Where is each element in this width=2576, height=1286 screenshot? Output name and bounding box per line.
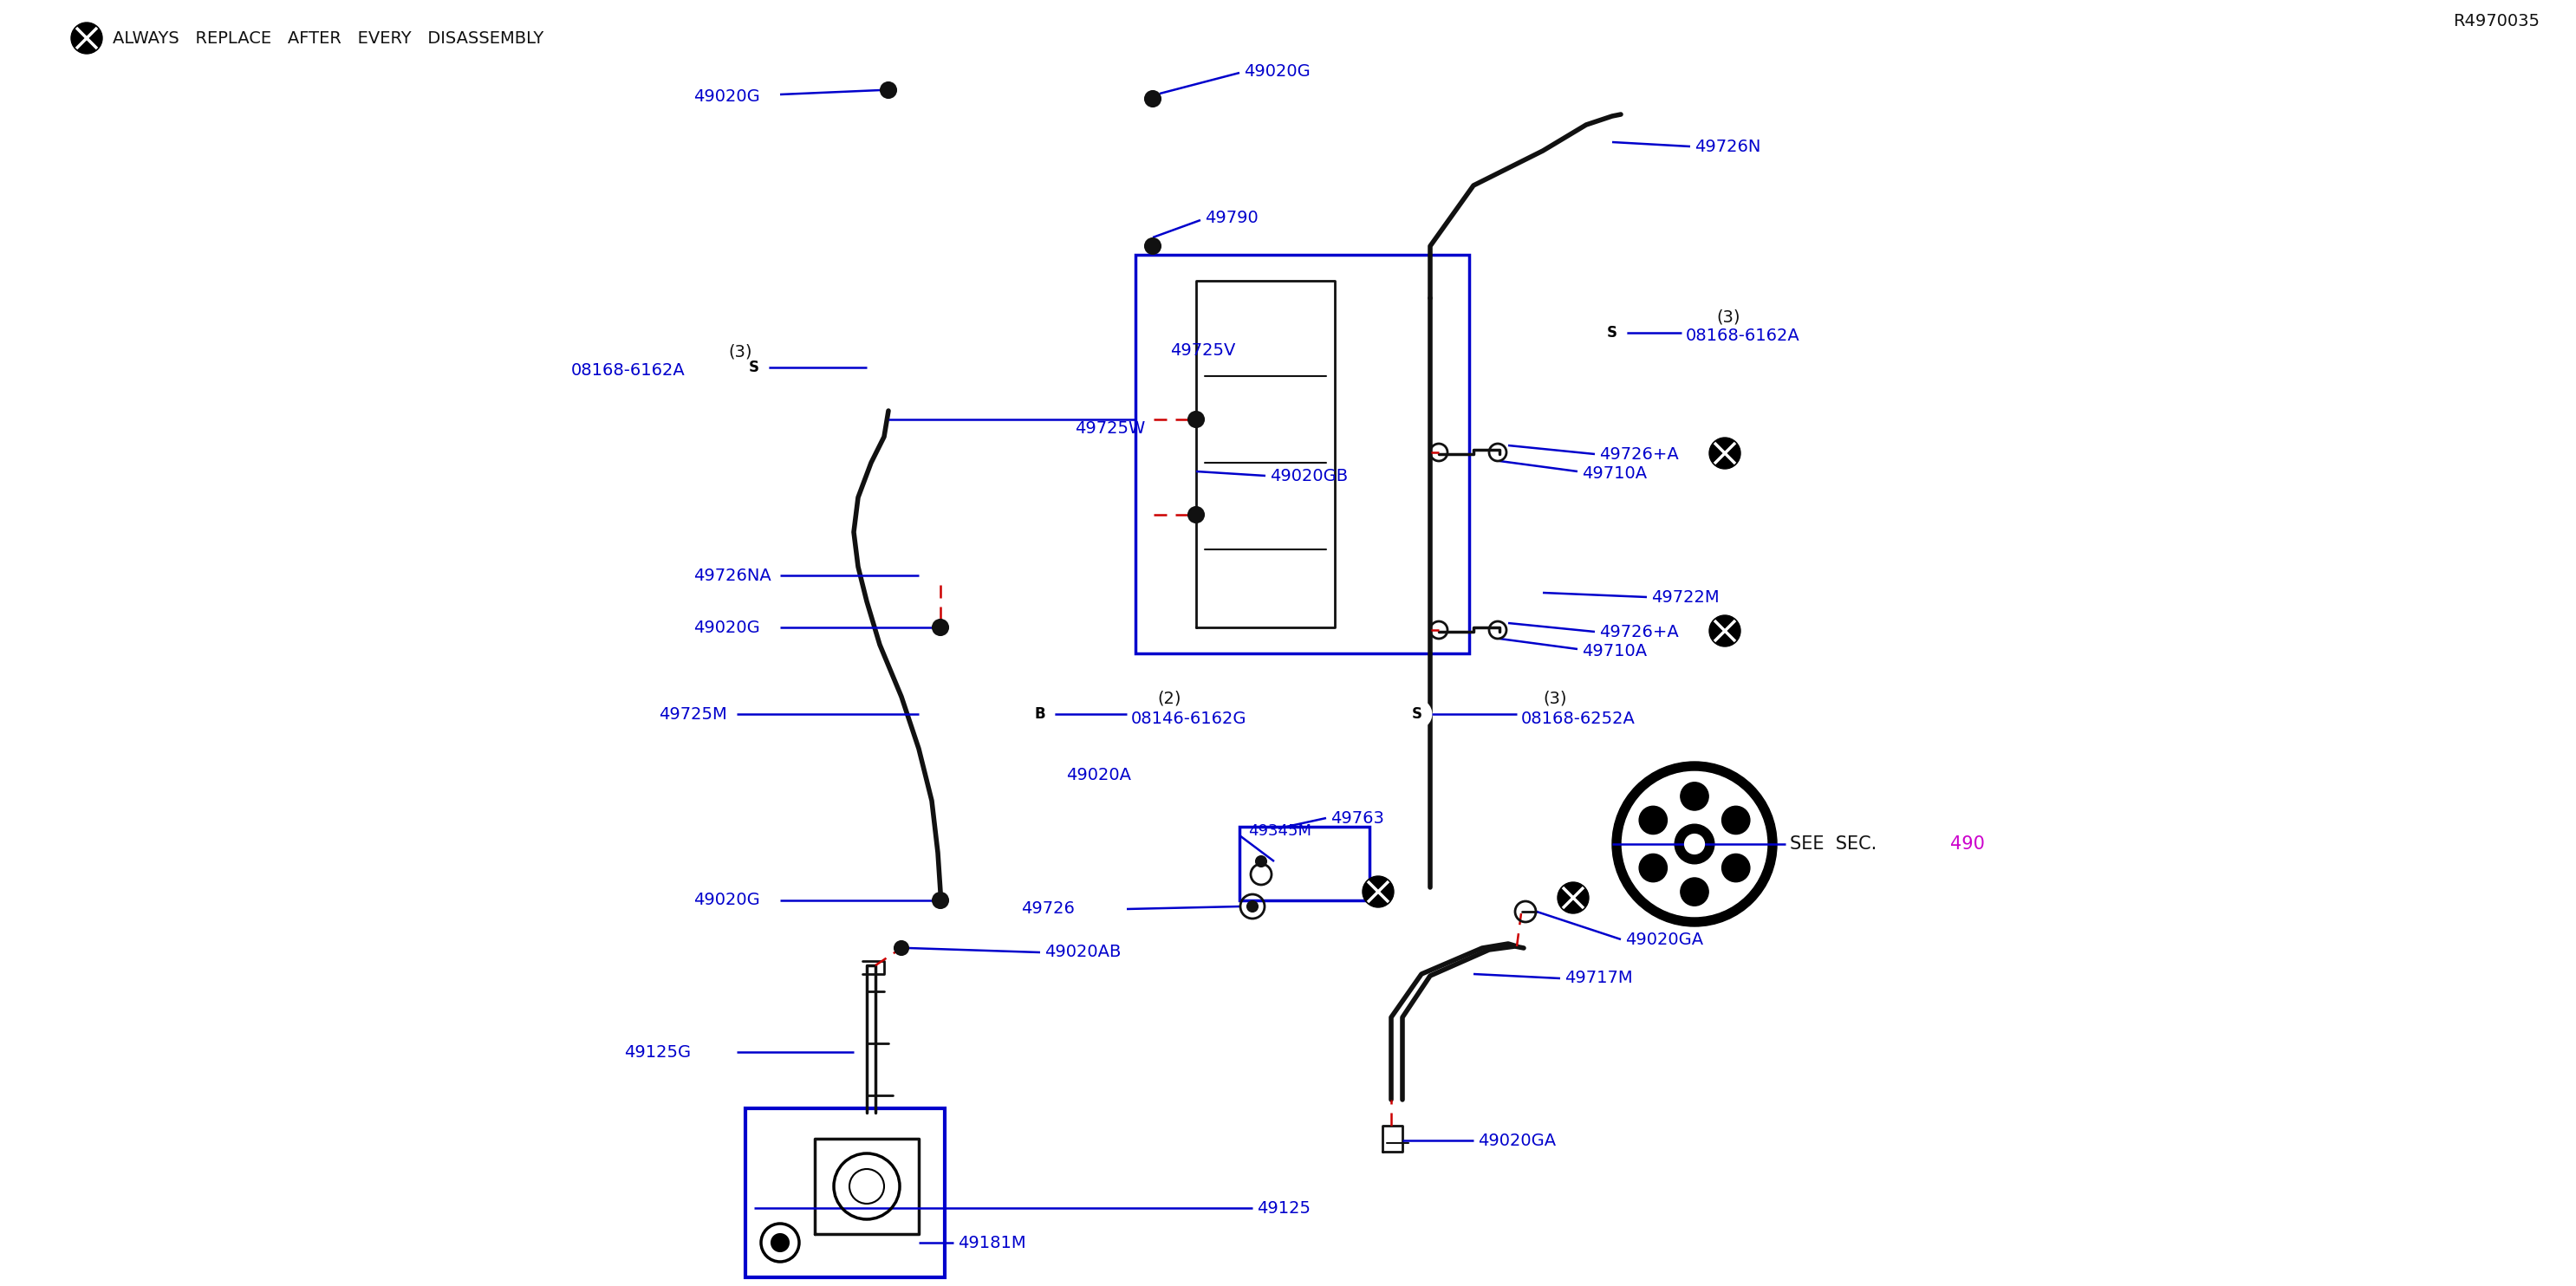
Text: 49763: 49763 (1329, 810, 1383, 827)
Text: (2): (2) (1157, 691, 1180, 707)
Circle shape (1144, 238, 1162, 253)
Circle shape (1144, 91, 1162, 107)
Circle shape (739, 354, 768, 381)
Circle shape (1623, 772, 1767, 917)
Text: R4970035: R4970035 (2452, 13, 2540, 30)
Circle shape (1710, 437, 1741, 469)
Circle shape (1558, 882, 1589, 913)
Text: 49125G: 49125G (623, 1044, 690, 1060)
Text: B: B (1036, 706, 1046, 721)
Text: 49710A: 49710A (1582, 466, 1646, 481)
Text: 49726N: 49726N (1695, 138, 1762, 154)
Circle shape (1025, 700, 1054, 728)
Text: 49020G: 49020G (693, 619, 760, 635)
Text: SEE  SEC.: SEE SEC. (1790, 836, 1878, 853)
Text: 49020GB: 49020GB (1270, 468, 1347, 484)
Circle shape (1597, 319, 1625, 347)
Text: 49726+A: 49726+A (1600, 624, 1680, 640)
Text: 49181M: 49181M (958, 1235, 1025, 1251)
Circle shape (1721, 806, 1749, 835)
Text: 49726: 49726 (1020, 900, 1074, 917)
Text: 49722M: 49722M (1651, 589, 1718, 606)
Text: (3): (3) (1716, 309, 1739, 325)
Text: 08168-6252A: 08168-6252A (1522, 710, 1636, 727)
Circle shape (1721, 854, 1749, 882)
Text: 49726NA: 49726NA (693, 567, 770, 584)
Bar (1136, 255, 1468, 653)
Circle shape (1680, 782, 1708, 810)
Text: 49020A: 49020A (1066, 766, 1131, 783)
Bar (744, 1109, 945, 1277)
Circle shape (933, 892, 948, 908)
Text: 49020G: 49020G (1244, 63, 1311, 80)
Text: S: S (1607, 325, 1618, 341)
Text: 08168-6162A: 08168-6162A (1685, 327, 1801, 343)
Text: 49726+A: 49726+A (1600, 446, 1680, 463)
Text: 49020G: 49020G (693, 892, 760, 909)
Circle shape (1613, 761, 1777, 926)
Circle shape (1685, 835, 1705, 854)
Text: S: S (750, 360, 760, 376)
Text: ALWAYS   REPLACE   AFTER   EVERY   DISASSEMBLY: ALWAYS REPLACE AFTER EVERY DISASSEMBLY (113, 30, 544, 46)
Text: 49020G: 49020G (693, 87, 760, 104)
Circle shape (881, 82, 896, 98)
Circle shape (1247, 901, 1257, 912)
Text: S: S (1412, 706, 1422, 721)
Text: 49717M: 49717M (1564, 970, 1633, 986)
Circle shape (1674, 824, 1713, 864)
Text: 49725V: 49725V (1170, 342, 1236, 359)
Circle shape (1188, 507, 1203, 522)
Text: 49345M: 49345M (1249, 823, 1311, 838)
Text: 49710A: 49710A (1582, 643, 1646, 658)
Text: 49020AB: 49020AB (1043, 944, 1121, 961)
Text: 49725W: 49725W (1074, 419, 1146, 436)
Circle shape (1680, 878, 1708, 905)
Text: (3): (3) (729, 343, 752, 360)
Circle shape (72, 23, 103, 54)
Text: 49020GA: 49020GA (1479, 1132, 1556, 1148)
Text: (3): (3) (1543, 691, 1566, 707)
Circle shape (1257, 856, 1267, 867)
Text: 08146-6162G: 08146-6162G (1131, 710, 1247, 727)
Circle shape (933, 620, 948, 635)
Text: 08168-6162A: 08168-6162A (569, 361, 685, 378)
Text: 49020GA: 49020GA (1625, 931, 1703, 948)
Circle shape (894, 941, 909, 955)
Text: 490: 490 (1950, 836, 1984, 853)
Text: 49125: 49125 (1257, 1200, 1311, 1217)
Circle shape (1363, 876, 1394, 908)
Circle shape (1710, 615, 1741, 647)
Text: 49725M: 49725M (659, 706, 726, 723)
Text: 49790: 49790 (1206, 210, 1257, 226)
Circle shape (1188, 412, 1203, 427)
Circle shape (1638, 854, 1667, 882)
Circle shape (770, 1235, 788, 1251)
Bar (1239, 827, 1370, 900)
Circle shape (1404, 700, 1432, 728)
Circle shape (1638, 806, 1667, 835)
